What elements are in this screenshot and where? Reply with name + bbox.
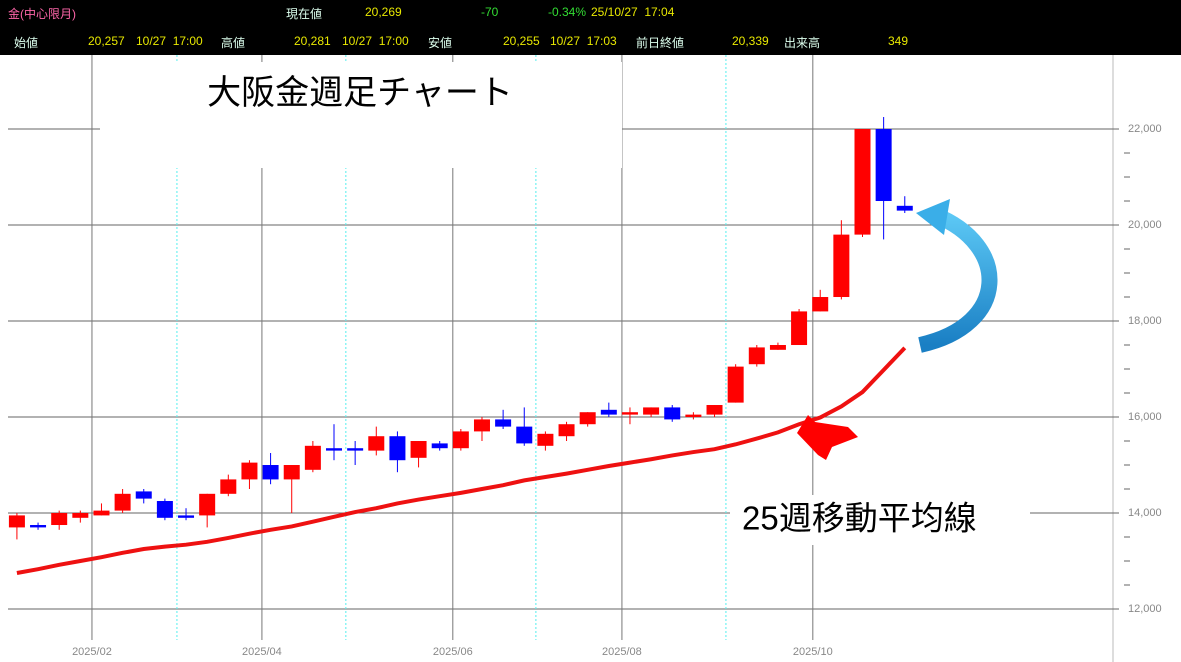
label: 現在値 <box>286 7 323 21</box>
value: 10/27 17:00 <box>136 34 203 48</box>
x-tick-label: 2025/02 <box>72 646 112 658</box>
candle-body <box>558 424 575 437</box>
value: 349 <box>888 34 909 48</box>
candle-body <box>896 205 913 211</box>
value: 10/27 17:03 <box>550 34 617 48</box>
value: -0.34% <box>548 5 587 19</box>
value: 20,339 <box>732 34 769 48</box>
candle-body <box>600 409 617 415</box>
title-box <box>100 62 622 168</box>
candle-body <box>72 513 89 518</box>
candle-body <box>495 419 512 427</box>
candle-body <box>114 493 131 511</box>
candle-body <box>791 311 808 346</box>
candle-body <box>199 493 216 516</box>
candle-body <box>51 513 68 526</box>
candle-body <box>431 443 448 449</box>
candle-body <box>220 479 237 494</box>
candle-body <box>516 426 533 444</box>
value: 10/27 17:00 <box>342 34 409 48</box>
candle-body <box>854 129 871 235</box>
arrow <box>797 415 858 460</box>
candle-body <box>875 129 892 202</box>
value: 25/10/27 17:04 <box>591 5 675 19</box>
label: 安値 <box>428 36 453 50</box>
candle-body <box>473 419 490 432</box>
value: 20,257 <box>88 34 125 48</box>
arrow <box>918 207 998 353</box>
label: 高値 <box>221 36 246 50</box>
candle-body <box>30 525 47 528</box>
value: 20,255 <box>503 34 540 48</box>
y-tick-label: 18,000 <box>1128 315 1162 327</box>
header: 金(中心限月) 現在値 20,269 -70 -0.34% 25/10/27 1… <box>0 0 1181 55</box>
candle-body <box>410 441 427 458</box>
candle-body <box>368 436 385 451</box>
candle-body <box>706 405 723 415</box>
candle-body <box>537 433 554 446</box>
x-tick-label: 2025/10 <box>793 646 833 658</box>
candle-body <box>685 414 702 418</box>
symbol: 金(中心限月) <box>8 7 76 21</box>
chart: 12,000 14,000 16,000 18,000 20,000 22,000 2025… <box>8 55 1162 662</box>
candle-body <box>389 436 406 461</box>
moving-average-line <box>16 346 907 575</box>
candle-body <box>727 366 744 403</box>
candle-body <box>178 515 195 518</box>
candle-body <box>748 347 765 365</box>
candle-body <box>664 407 681 420</box>
arrow-head <box>916 199 950 235</box>
y-tick-label: 12,000 <box>1128 603 1162 615</box>
value: 20,269 <box>365 5 402 19</box>
candle-body <box>812 297 829 312</box>
y-tick-label: 22,000 <box>1128 123 1162 135</box>
candle-body <box>93 510 110 516</box>
candle-body <box>262 465 279 480</box>
x-tick-label: 2025/06 <box>433 646 473 658</box>
candle-body <box>621 412 638 415</box>
value: 20,281 <box>294 34 331 48</box>
label: 前日終値 <box>636 36 685 50</box>
chart-title: 大阪金週足チャート <box>207 74 513 112</box>
candle-body <box>283 465 300 480</box>
y-tick-label: 20,000 <box>1128 219 1162 231</box>
candle-body <box>326 448 343 451</box>
candle-body <box>579 412 596 425</box>
candle-body <box>643 407 660 415</box>
candle-body <box>452 431 469 449</box>
candle-body <box>156 501 173 518</box>
candle-body <box>135 491 152 499</box>
candle-body <box>769 345 786 350</box>
x-tick-label: 2025/04 <box>242 646 282 658</box>
candle-body <box>304 445 321 470</box>
candle-body <box>833 234 850 298</box>
candle-body <box>8 515 25 528</box>
candle-body <box>347 448 364 451</box>
candle-body <box>241 462 258 480</box>
label: 始値 <box>14 36 39 50</box>
y-tick-label: 16,000 <box>1128 411 1162 423</box>
y-tick-label: 14,000 <box>1128 507 1162 519</box>
x-tick-label: 2025/08 <box>602 646 642 658</box>
label: 出来高 <box>784 36 821 50</box>
ma-label: 25週移動平均線 <box>742 500 977 537</box>
value: -70 <box>481 5 499 19</box>
label-box <box>730 495 1030 545</box>
